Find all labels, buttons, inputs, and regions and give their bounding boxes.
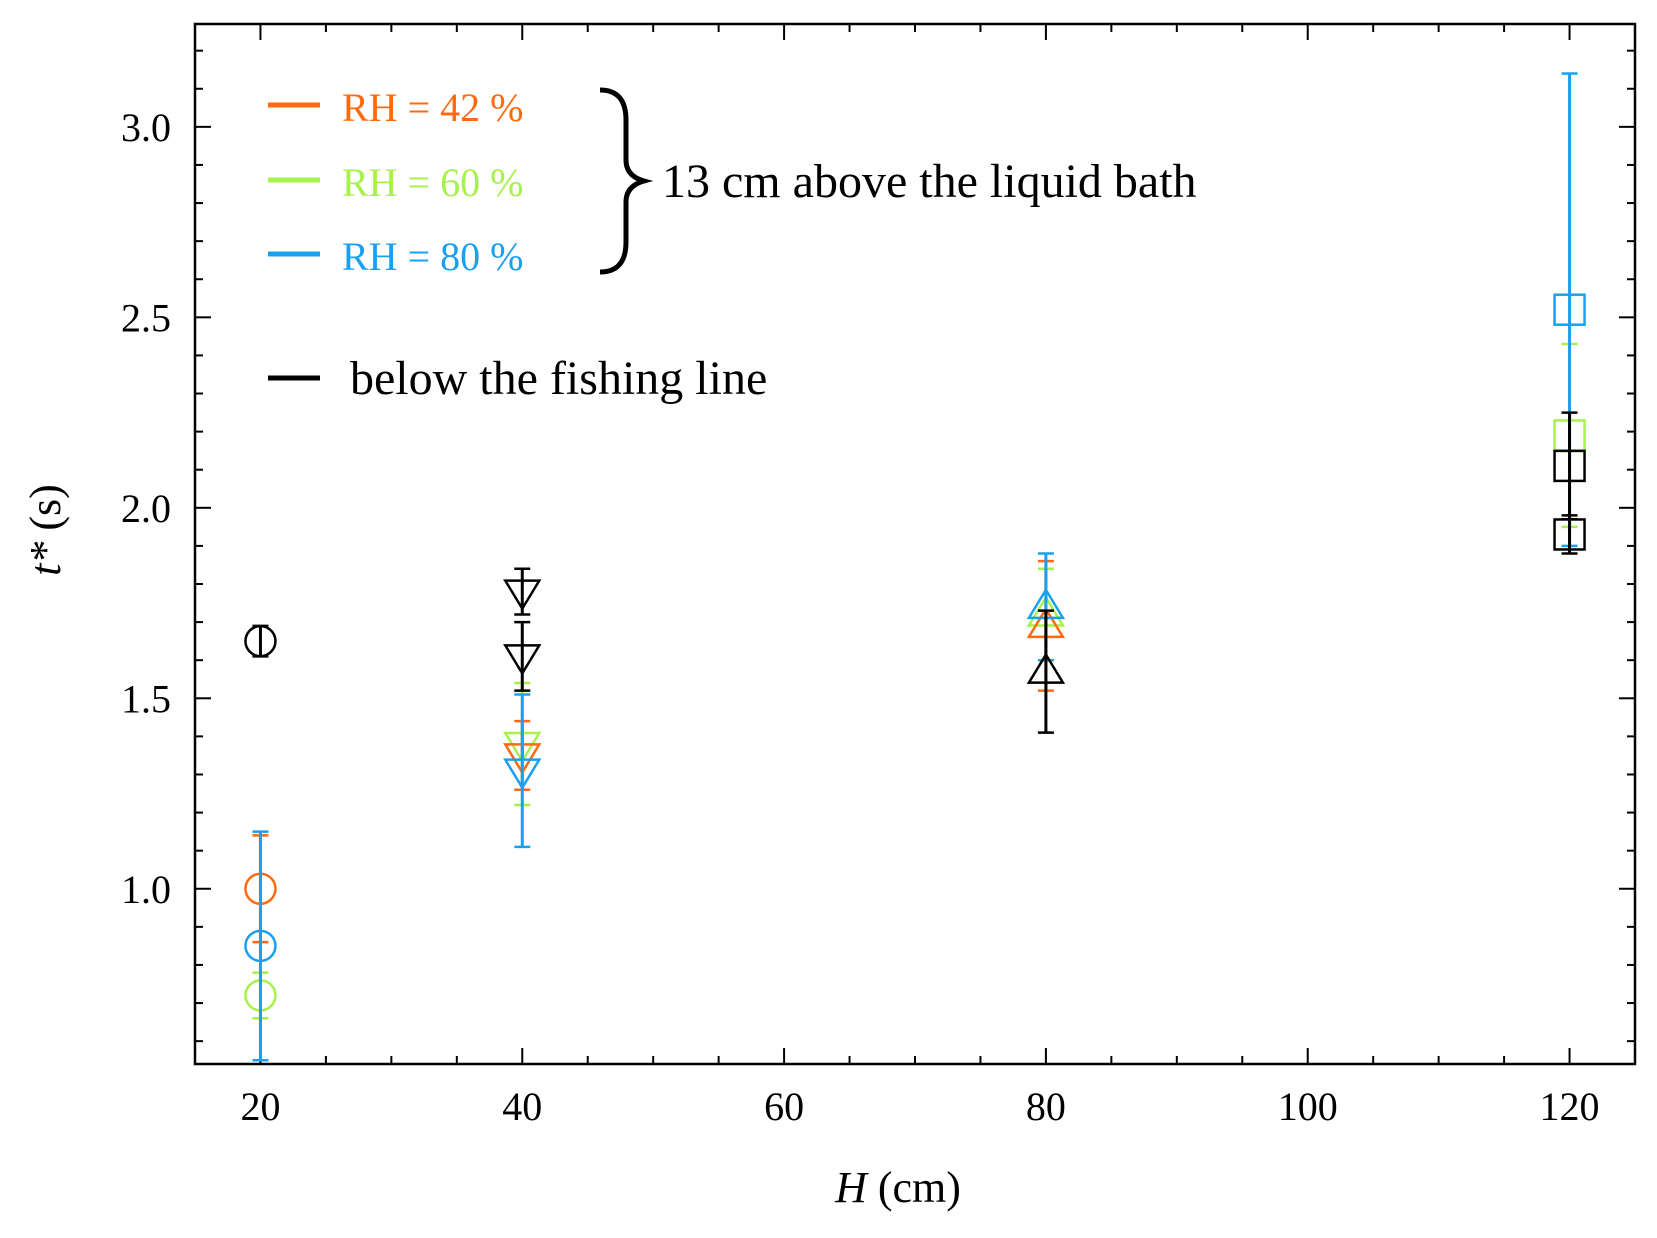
data-point: [1026, 609, 1066, 734]
x-axis-unit: (cm): [878, 1163, 961, 1212]
y-tick-label: 1.0: [121, 867, 171, 912]
legend: RH = 42 % RH = 60 % RH = 80 % 13 cm abov…: [268, 85, 1197, 405]
x-axis-variable: H: [834, 1163, 869, 1212]
y-tick-label: 2.5: [121, 295, 171, 340]
legend-label-fishing-line: below the fishing line: [350, 352, 767, 405]
data-point: [244, 830, 277, 1062]
y-tick-label: 3.0: [121, 105, 171, 150]
y-axis-unit: (s): [21, 484, 70, 530]
marker-square: [1553, 518, 1586, 551]
x-tick-label: 20: [240, 1084, 280, 1129]
x-tick-label: 100: [1278, 1084, 1338, 1129]
data-point: [503, 567, 542, 616]
marker-square: [1553, 449, 1586, 483]
legend-label-rh80: RH = 80 %: [342, 234, 523, 279]
data-point: [503, 693, 542, 849]
marker-circle: [244, 929, 277, 963]
plot-frame: [193, 22, 1637, 1066]
data-point: [1553, 514, 1586, 555]
y-tick-label: 1.5: [121, 676, 171, 721]
marker-triangle-down: [503, 758, 542, 791]
marker-circle: [244, 624, 277, 658]
legend-label-rh60: RH = 60 %: [342, 160, 523, 205]
data-point: [503, 620, 542, 692]
data-point: [1553, 411, 1586, 521]
axis-ticks: [195, 24, 1635, 1064]
y-axis-variable: t*: [21, 542, 70, 576]
legend-label-rh42: RH = 42 %: [342, 85, 523, 130]
x-tick-label: 80: [1026, 1084, 1066, 1129]
data-point: [244, 624, 277, 658]
marker-triangle-down: [503, 579, 542, 612]
marker-triangle-down: [503, 644, 542, 676]
x-tick-label: 40: [502, 1084, 542, 1129]
marker-triangle-up: [1026, 652, 1066, 684]
y-axis-label: t* (s): [21, 484, 70, 576]
x-tick-label: 120: [1540, 1084, 1600, 1129]
legend-brace: [599, 87, 654, 275]
y-tick-label: 2.0: [121, 486, 171, 531]
marker-square: [1553, 293, 1586, 326]
legend-group-label: 13 cm above the liquid bath: [662, 155, 1197, 208]
data-points: [244, 72, 1586, 1062]
tick-labels: 20 40 60 80 100 120 1.0 1.5 2.0 2.5 3.0: [121, 105, 1600, 1129]
x-axis-label: H (cm): [834, 1163, 961, 1212]
x-tick-label: 60: [764, 1084, 804, 1129]
